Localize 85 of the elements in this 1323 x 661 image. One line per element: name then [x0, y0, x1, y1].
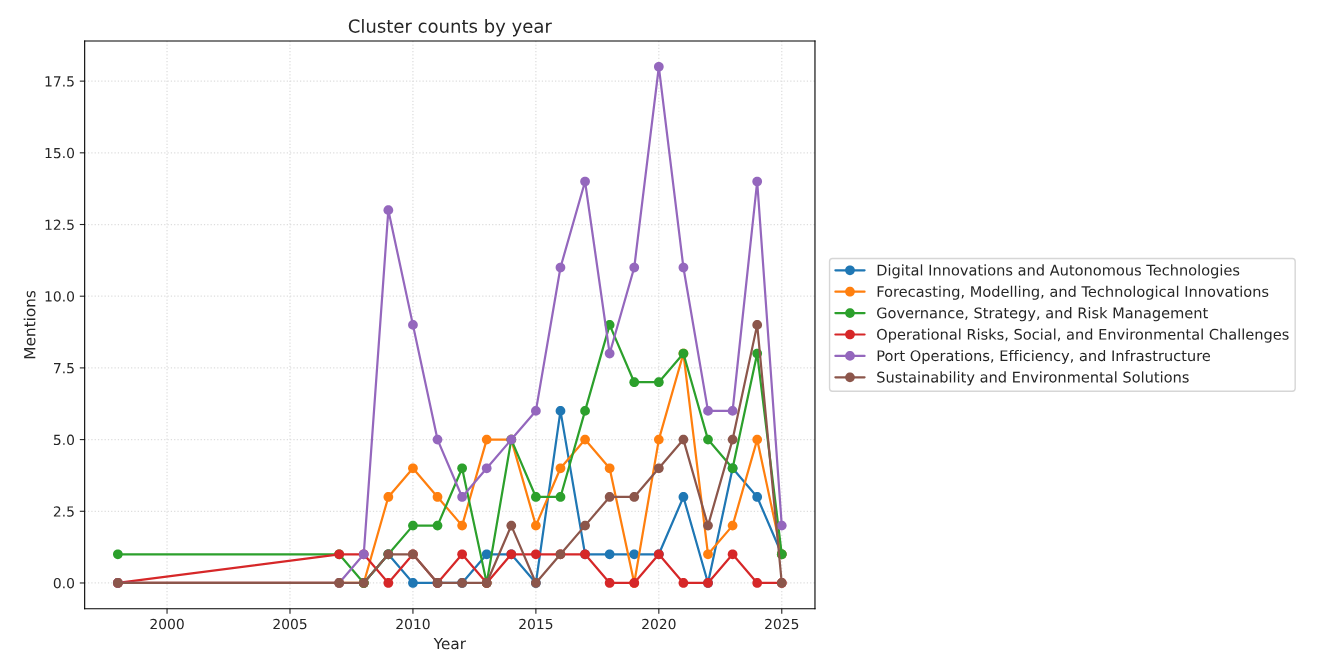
point	[604, 348, 615, 359]
point	[703, 549, 713, 560]
point	[457, 492, 467, 502]
point	[383, 578, 394, 588]
point	[555, 463, 566, 474]
point	[678, 578, 689, 588]
point	[580, 520, 590, 531]
point	[604, 549, 615, 560]
point	[432, 520, 443, 531]
point	[408, 463, 418, 474]
x-tick-label: 2015	[519, 618, 553, 630]
point	[408, 578, 418, 588]
x-axis-title: Year	[433, 637, 466, 650]
x-tick-label: 2020	[642, 618, 676, 630]
point	[752, 176, 763, 187]
point	[604, 463, 615, 474]
point	[531, 520, 541, 531]
point	[555, 406, 566, 416]
y-tick-label: 10.0	[45, 291, 75, 302]
point	[703, 434, 713, 445]
point	[432, 434, 443, 445]
point	[481, 463, 492, 474]
point	[727, 549, 738, 560]
point	[752, 492, 763, 502]
point	[457, 549, 467, 560]
point	[481, 549, 492, 560]
point	[629, 492, 640, 502]
point	[580, 434, 590, 445]
point	[653, 377, 664, 388]
legend-label: Governance, Strategy, and Risk Management	[877, 307, 1208, 322]
point	[555, 262, 566, 273]
point	[653, 434, 664, 445]
y-tick-label: 2.5	[53, 506, 74, 517]
point	[678, 434, 689, 445]
point	[506, 520, 517, 531]
x-tick-label: 2000	[150, 618, 184, 630]
point	[408, 520, 418, 531]
point	[727, 520, 738, 531]
point	[629, 377, 640, 388]
point	[383, 492, 394, 502]
point	[604, 578, 615, 588]
x-tick-label: 2010	[396, 618, 430, 630]
point	[457, 520, 467, 531]
point	[531, 406, 541, 416]
legend-label: Port Operations, Efficiency, and Infrastructure	[877, 349, 1211, 365]
point	[703, 406, 713, 416]
point	[703, 520, 713, 531]
point	[653, 61, 664, 72]
point	[531, 492, 541, 502]
y-axis-title: Mentions	[23, 290, 36, 359]
point	[408, 320, 418, 330]
point	[432, 492, 443, 502]
chart-title: Cluster counts by year	[348, 18, 552, 37]
point	[580, 406, 590, 416]
point	[531, 549, 541, 560]
legend-label: Forecasting, Modelling, and Technological Innovations	[877, 285, 1269, 300]
y-tick-label: 5.0	[53, 434, 75, 446]
legend-label: Operational Risks, Social, and Environmental Challenges	[877, 328, 1289, 343]
y-tick-label: 0.0	[53, 577, 75, 589]
point	[555, 492, 566, 502]
point	[752, 434, 763, 445]
point	[653, 463, 664, 474]
y-tick-label: 15.0	[45, 147, 75, 159]
point	[580, 176, 590, 187]
point	[727, 406, 738, 416]
point	[383, 205, 394, 216]
point	[727, 434, 738, 445]
y-tick-label: 17.5	[45, 76, 74, 87]
y-tick-label: 7.5	[54, 363, 74, 374]
point	[629, 549, 640, 560]
point	[752, 578, 763, 588]
point	[752, 320, 763, 330]
point	[113, 549, 123, 560]
point	[776, 520, 787, 531]
x-tick-label: 2005	[273, 618, 307, 630]
point	[629, 262, 640, 273]
point	[678, 262, 689, 273]
point	[678, 492, 689, 502]
legend-label: Digital Innovations and Autonomous Technologies	[877, 264, 1240, 279]
point	[457, 463, 467, 474]
y-tick-label: 12.5	[45, 219, 74, 230]
point	[481, 434, 492, 445]
legend-label: Sustainability and Environmental Solutions	[877, 371, 1189, 386]
point	[604, 492, 615, 502]
x-tick-label: 2025	[765, 618, 799, 630]
